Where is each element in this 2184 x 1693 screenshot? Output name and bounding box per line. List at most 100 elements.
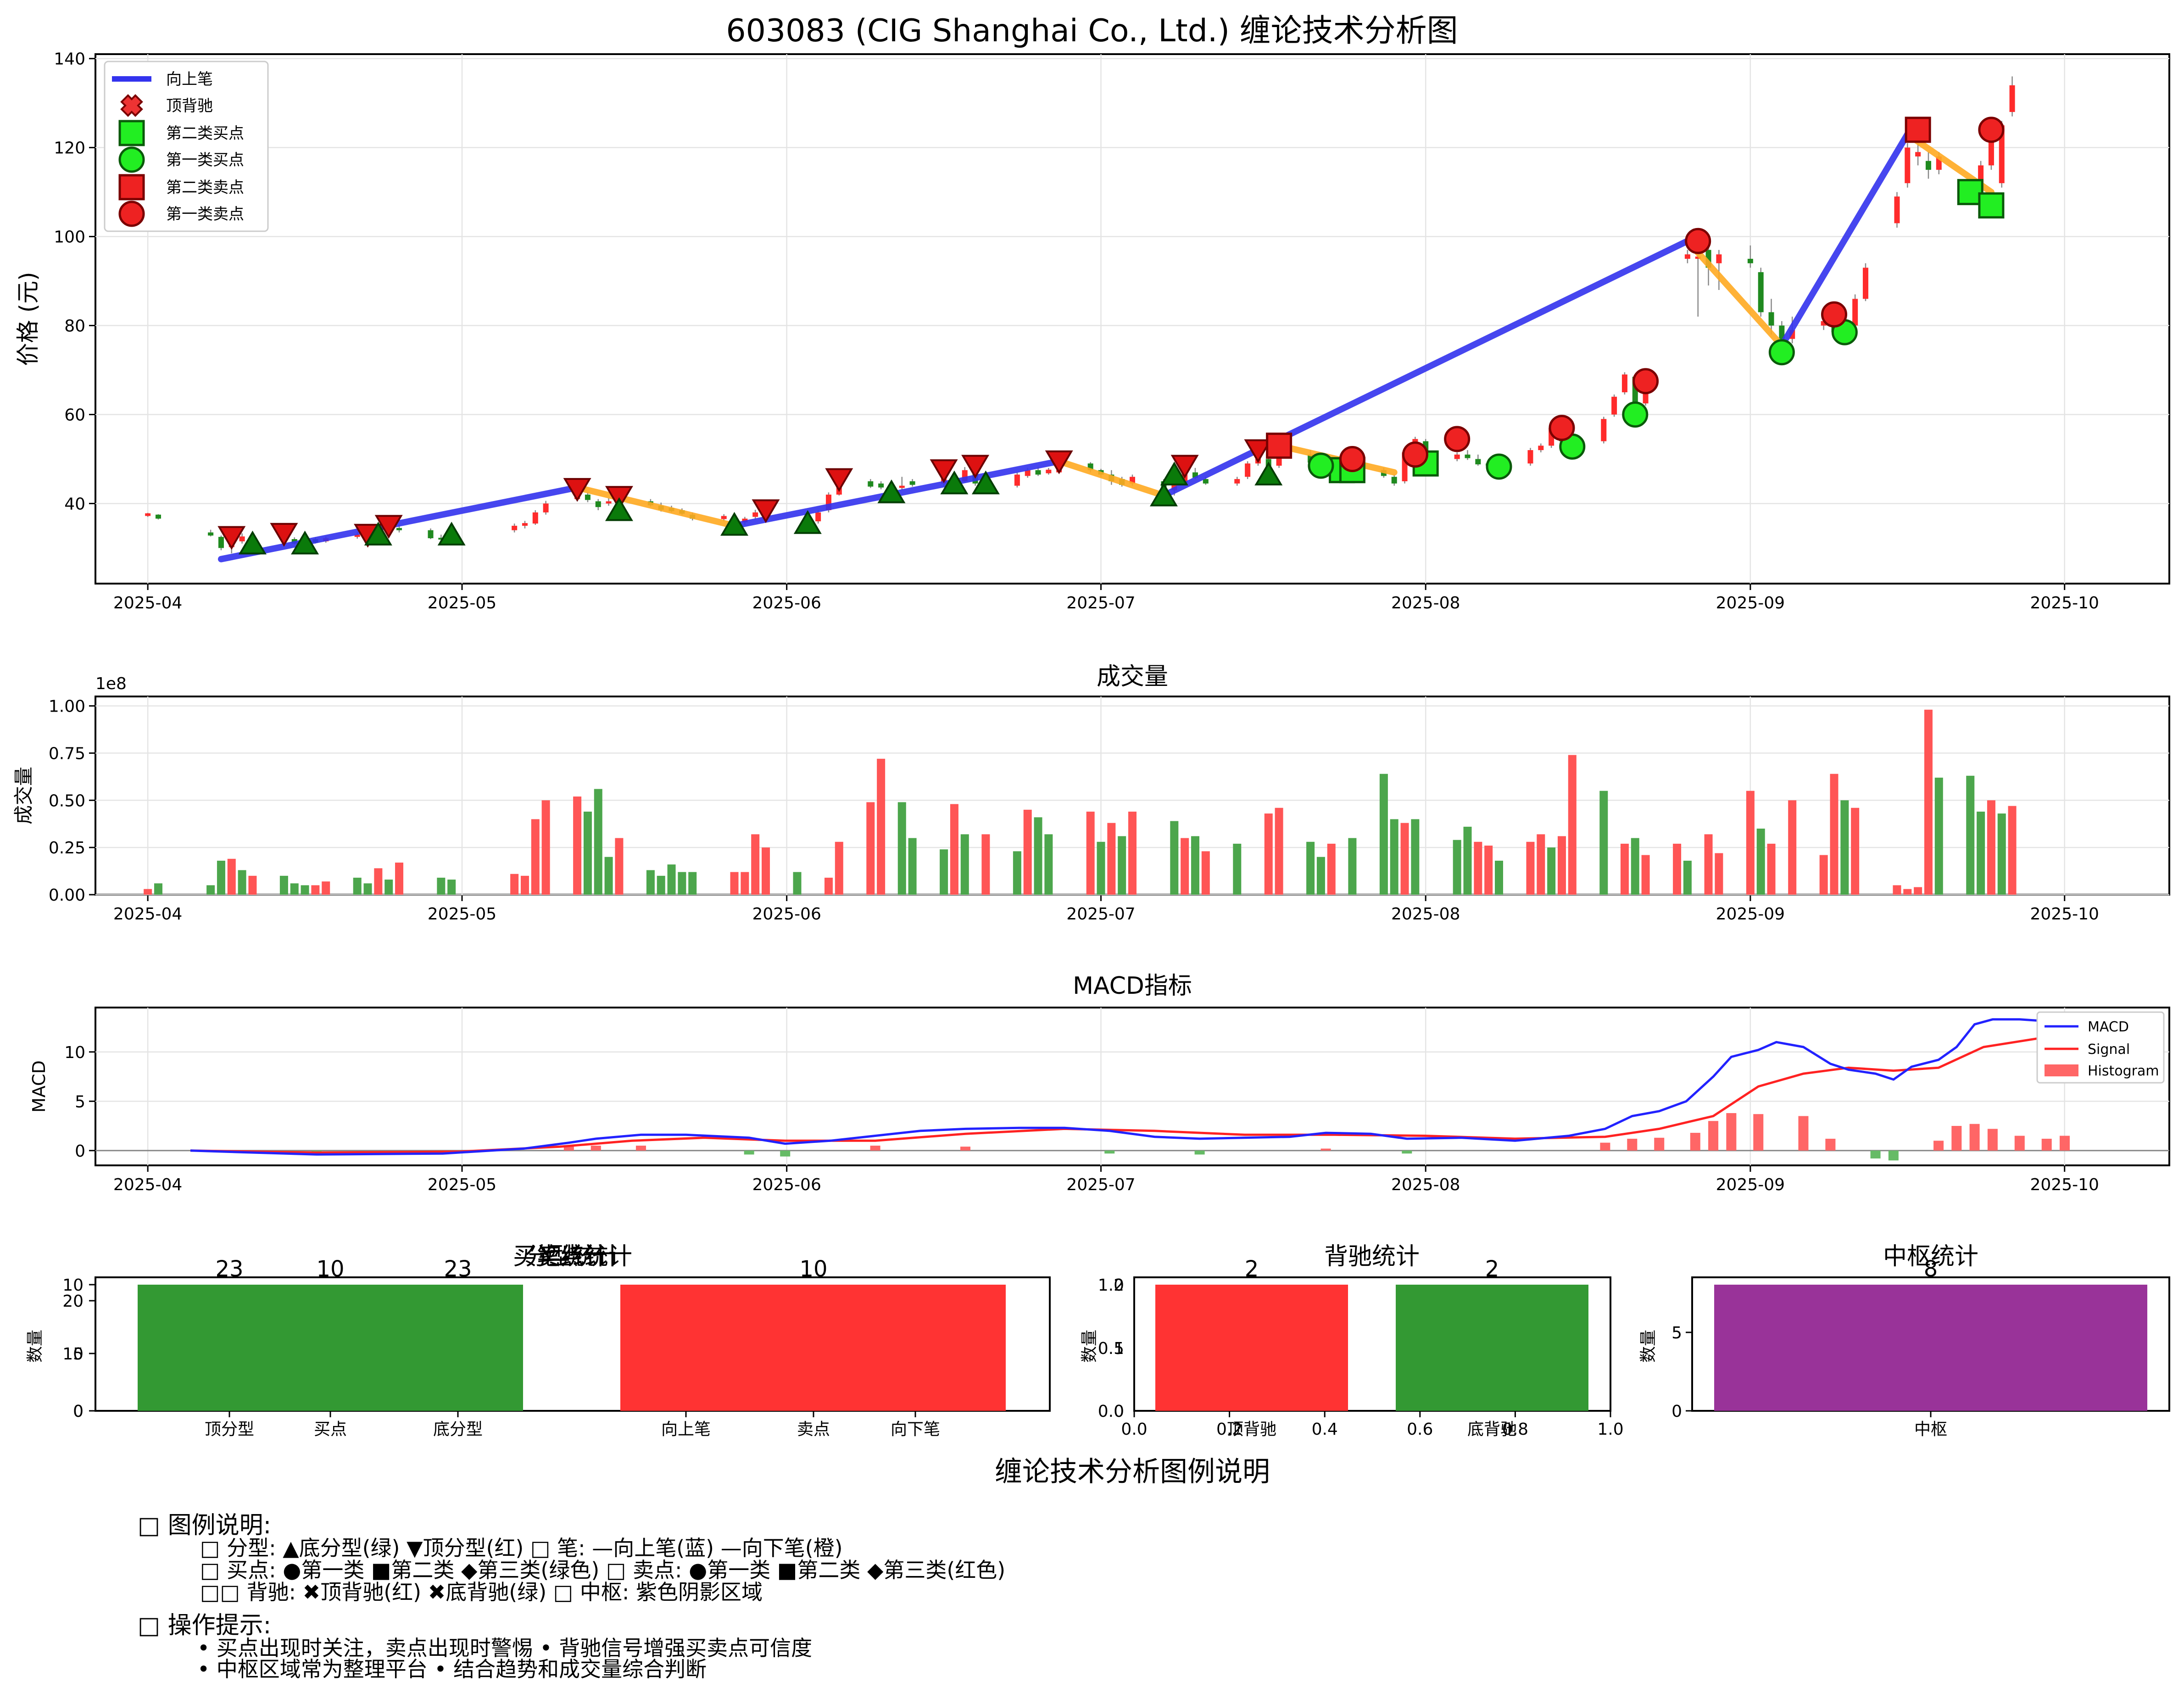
price-chart-title: 603083 (CIG Shanghai Co., Ltd.) 缠论技术分析图 <box>726 13 1458 49</box>
volume-bar <box>353 877 362 895</box>
legend-label: 顶背驰 <box>166 97 213 115</box>
volume-bar <box>238 870 246 895</box>
signal-stats-ytick-label: 20 <box>62 1292 84 1311</box>
macd-histogram-bar <box>1104 1150 1115 1154</box>
pivot-stats-title: 中枢统计 <box>1883 1243 1978 1270</box>
signal-stats-category-label: 向上笔 <box>661 1420 711 1439</box>
macd-histogram-bar <box>1708 1121 1719 1151</box>
candle-body <box>1601 419 1607 441</box>
legend-sell2-swatch <box>118 174 145 200</box>
macd-ytick-label: 10 <box>64 1043 85 1062</box>
signal-stats-category-label: 向下笔 <box>891 1420 940 1439</box>
volume-bar <box>1474 841 1482 895</box>
macd-chart-title: MACD指标 <box>1073 972 1192 1000</box>
candle-body <box>1234 479 1240 484</box>
candle-body <box>1035 470 1041 475</box>
candle-body <box>1014 474 1020 486</box>
sell1-marker <box>1549 415 1575 441</box>
candle-body <box>512 525 518 530</box>
bottom-fractal-marker <box>1254 462 1283 486</box>
macd-ytick-label: 0 <box>75 1142 85 1161</box>
volume-chart-title: 成交量 <box>1097 663 1168 691</box>
candle-body <box>1611 396 1617 415</box>
volume-bar <box>290 883 299 895</box>
price-ytick-label: 40 <box>64 495 85 513</box>
signal-stats-value-label: 23 <box>215 1256 243 1282</box>
bottom-fractal-marker <box>1149 482 1178 507</box>
pivot-stats-y-axis-label: 数量 <box>1639 1330 1658 1363</box>
volume-bar <box>1599 791 1608 895</box>
volume-bar <box>1830 774 1839 895</box>
bottom-fractal-marker <box>940 470 969 495</box>
volume-bar <box>1107 823 1116 895</box>
macd-histogram-bar <box>2060 1136 2070 1151</box>
volume-bar <box>301 885 309 895</box>
legend-line: □ 买点: ●第一类 ■第二类 ◆第三类(绿色) □ 卖点: ●第一类 ■第二类… <box>200 1558 1005 1582</box>
legend-buy2-swatch <box>118 120 145 146</box>
sell2-marker <box>1266 432 1293 459</box>
divergence-category-label: 底背驰 <box>1467 1420 1517 1439</box>
volume-bar <box>1201 851 1210 895</box>
volume-bar <box>1306 841 1315 895</box>
volume-xtick-label: 2025-08 <box>1391 905 1460 924</box>
macd-line <box>190 1018 2065 1156</box>
candle-body <box>721 516 727 519</box>
candle-body <box>1454 454 1460 459</box>
volume-bar <box>835 841 843 895</box>
candle-body <box>1852 299 1858 326</box>
volume-bar <box>667 864 676 895</box>
macd-histogram-bar <box>2041 1138 2052 1151</box>
candle-body <box>2009 85 2015 112</box>
volume-bar <box>762 847 770 895</box>
macd-legend: MACD Signal Histogram <box>2036 1011 2165 1084</box>
divergence-stats-title: 背驰统计 <box>1324 1243 1420 1270</box>
macd-histogram-bar <box>1969 1124 1980 1151</box>
candle-body <box>1894 196 1900 223</box>
candle-body <box>752 512 758 517</box>
down-stroke-line <box>574 484 738 529</box>
volume-bar <box>363 883 372 895</box>
candle-body <box>1538 446 1544 451</box>
volume-bar <box>1453 840 1461 895</box>
top-fractal-marker <box>270 523 298 547</box>
candle-body <box>1747 259 1753 263</box>
volume-bar <box>1557 836 1566 895</box>
candle-body <box>1192 472 1198 478</box>
candle-body <box>1915 152 1921 157</box>
signal-stats-ytick-label: 0 <box>73 1402 84 1421</box>
candle-body <box>1025 470 1031 476</box>
up-stroke-line <box>1778 131 1911 349</box>
volume-bar <box>1746 791 1755 895</box>
signal-stats-ytick-label: 0 <box>73 1402 84 1421</box>
signal-stats-ytick-label: 5 <box>73 1345 84 1364</box>
divergence-stats-xtick-label: 0.2 <box>1216 1420 1242 1439</box>
volume-bar <box>1704 834 1713 895</box>
signal-stats-ytick-label: 10 <box>62 1276 84 1295</box>
legend-section-heading: □ 操作提示: <box>138 1612 271 1639</box>
volume-bar <box>1924 709 1933 895</box>
macd-histogram-bar <box>563 1147 574 1151</box>
legend-label: 第二类卖点 <box>166 178 244 197</box>
price-y-axis-label: 价格 (元) <box>15 272 41 366</box>
volume-xtick-label: 2025-09 <box>1716 905 1785 924</box>
volume-bar <box>1997 813 2006 895</box>
signal-stats-value-label: 10 <box>799 1256 827 1282</box>
macd-histogram-bar <box>1726 1113 1737 1151</box>
macd-legend-label: Signal <box>2088 1041 2130 1058</box>
volume-bar <box>1851 808 1860 895</box>
volume-bar <box>1275 808 1283 895</box>
divergence-stats-ytick-label: 1 <box>1114 1339 1124 1358</box>
candle-body <box>1821 321 1827 326</box>
bottom-fractal-marker <box>605 497 633 521</box>
volume-bar <box>1903 889 1912 895</box>
candle-body <box>1203 479 1209 484</box>
volume-bar <box>604 857 613 895</box>
top-fractal-marker <box>930 459 958 483</box>
candle-body <box>1862 267 1868 299</box>
divergence-stats-xtick-label: 1.0 <box>1597 1420 1623 1439</box>
macd-histogram-bar <box>870 1146 880 1151</box>
volume-bar <box>730 872 739 895</box>
price-xtick-label: 2025-09 <box>1716 594 1785 613</box>
macd-histogram-bar <box>744 1150 754 1155</box>
volume-bar <box>1327 843 1336 895</box>
